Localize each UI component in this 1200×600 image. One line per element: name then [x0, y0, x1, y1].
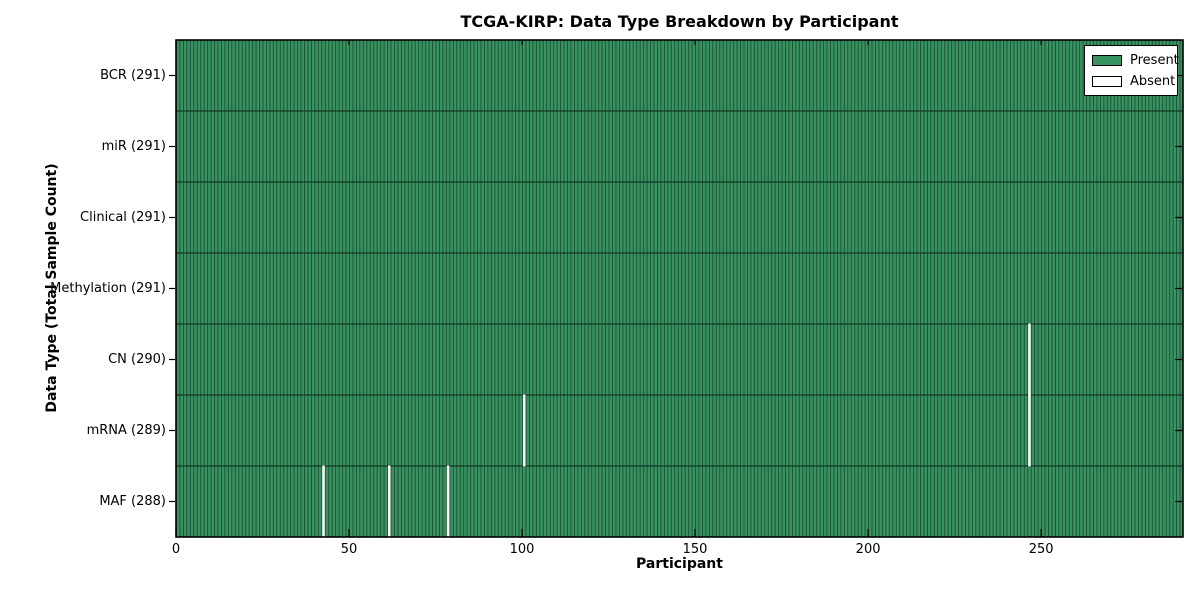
- y-tick-label: MAF (288): [99, 493, 166, 509]
- legend-label-present: Present: [1130, 52, 1179, 68]
- x-tick-label: 250: [1028, 542, 1054, 557]
- y-tick-label: CN (290): [108, 351, 166, 367]
- x-tick-label: 100: [509, 542, 535, 557]
- x-tick-label: 150: [682, 542, 708, 557]
- legend-item-present: Present: [1092, 51, 1179, 69]
- y-tick-label: miR (291): [101, 138, 166, 154]
- x-tick-label: 0: [171, 542, 181, 557]
- present-swatch-icon: [1092, 54, 1122, 66]
- legend-item-absent: Absent: [1092, 72, 1175, 90]
- absent-swatch-icon: [1092, 75, 1122, 87]
- y-tick-label: Methylation (291): [50, 280, 166, 296]
- chart-title: TCGA-KIRP: Data Type Breakdown by Partic…: [460, 12, 899, 31]
- x-axis-label: Participant: [636, 556, 723, 572]
- x-tick-label: 200: [855, 542, 881, 557]
- legend: Present Absent: [1084, 45, 1179, 96]
- y-tick-label: BCR (291): [100, 67, 166, 83]
- legend-label-absent: Absent: [1130, 73, 1176, 89]
- y-tick-label: mRNA (289): [86, 422, 166, 438]
- y-tick-label: Clinical (291): [80, 209, 166, 225]
- x-tick-label: 50: [340, 542, 358, 557]
